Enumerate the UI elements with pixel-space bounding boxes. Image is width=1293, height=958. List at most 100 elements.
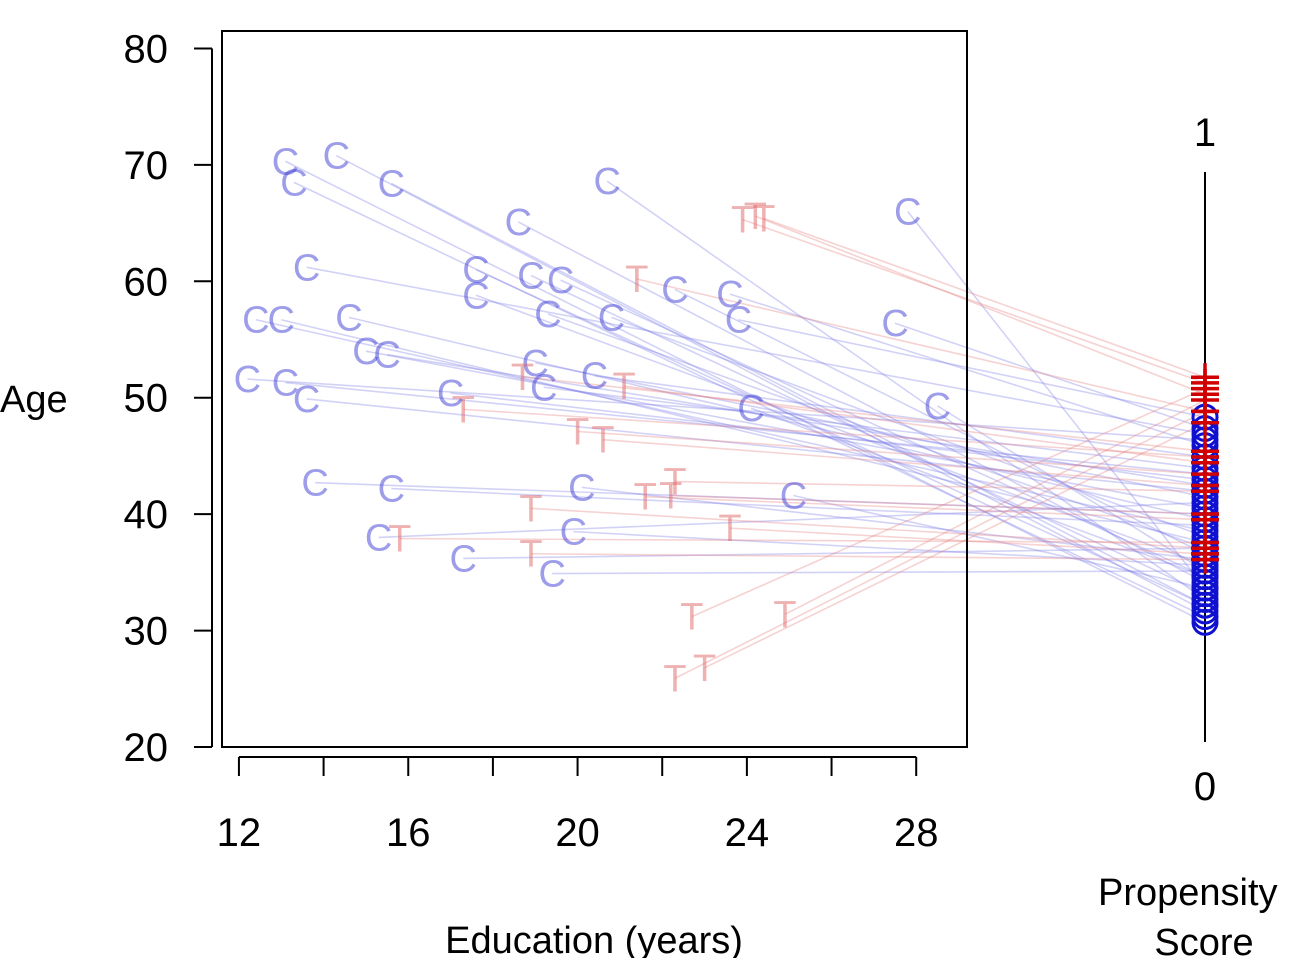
control-link-line xyxy=(894,322,1206,430)
treated-point: T xyxy=(625,259,648,301)
control-link-line xyxy=(750,407,1206,578)
treated-point: T xyxy=(680,597,703,639)
treated-point: T xyxy=(693,648,716,690)
treated-point: T xyxy=(659,476,682,518)
control-link-line xyxy=(475,268,1206,606)
control-point: C xyxy=(378,469,405,511)
control-point: C xyxy=(280,162,307,204)
control-point: C xyxy=(462,275,489,317)
treated-link-line xyxy=(755,215,1206,396)
control-point: C xyxy=(268,300,295,342)
control-point: C xyxy=(378,164,405,206)
control-point: C xyxy=(272,363,299,405)
y-tick-label: 40 xyxy=(124,493,169,537)
control-link-line xyxy=(306,266,1206,435)
y-axis-title: Age xyxy=(0,379,68,421)
treated-point: T xyxy=(519,488,542,530)
control-link-line xyxy=(348,316,1206,521)
treated-link-line xyxy=(636,278,1206,413)
treated-link-line xyxy=(674,480,1206,492)
control-link-line xyxy=(543,386,1206,470)
link-lines xyxy=(247,154,1206,680)
control-point: C xyxy=(335,297,362,339)
control-link-line xyxy=(281,318,1206,544)
control-link-line xyxy=(315,481,1206,515)
treated-point: T xyxy=(634,477,657,519)
control-point: C xyxy=(462,250,489,292)
control-link-line xyxy=(378,501,1206,539)
y-tick-label: 20 xyxy=(124,726,169,770)
control-point: C xyxy=(881,303,908,345)
control-link-line xyxy=(365,350,1206,510)
control-link-line xyxy=(475,294,1206,567)
y-tick-label: 80 xyxy=(124,27,169,71)
x-axis: 12 16 20 24 28 xyxy=(217,756,938,855)
control-point: C xyxy=(293,379,320,421)
y-tick-label: 70 xyxy=(124,144,169,188)
control-point: C xyxy=(581,356,608,398)
control-point: C xyxy=(538,554,565,596)
control-point: C xyxy=(661,269,688,311)
treated-point: T xyxy=(731,200,754,242)
control-point: C xyxy=(293,247,320,289)
control-link-line xyxy=(611,316,1206,538)
treated-point: T xyxy=(566,411,589,453)
control-link-line xyxy=(535,362,1206,498)
control-link-line xyxy=(390,182,1206,606)
control-point: C xyxy=(924,386,951,428)
control-point: C xyxy=(242,300,269,342)
control-point: C xyxy=(780,476,807,518)
plot-frame xyxy=(221,30,968,748)
treated-link-line xyxy=(577,430,1206,475)
treated-link-line xyxy=(399,537,1206,544)
treated-link-line xyxy=(463,408,1206,458)
propensity-top-label: 1 xyxy=(1194,111,1216,155)
propensity-bottom-label: 0 xyxy=(1194,765,1216,809)
propensity-marks xyxy=(1191,363,1219,636)
control-link-line xyxy=(463,547,1206,560)
x-tick-label: 12 xyxy=(217,811,262,855)
control-point: C xyxy=(530,367,557,409)
control-link-line xyxy=(306,398,1206,492)
control-link-line xyxy=(547,313,1206,549)
control-point: C xyxy=(517,255,544,297)
control-point: C xyxy=(568,467,595,509)
control-link-line xyxy=(517,221,1206,584)
treated-link-line xyxy=(670,494,1206,515)
control-link-line xyxy=(573,530,1206,567)
treated-link-line xyxy=(704,422,1206,669)
treated-point: T xyxy=(388,519,411,561)
treated-link-line xyxy=(522,375,1206,453)
control-link-line xyxy=(335,154,1206,612)
y-tick-label: 30 xyxy=(124,610,169,654)
treated-point: T xyxy=(591,420,614,462)
control-point: C xyxy=(725,300,752,342)
treated-point: T xyxy=(752,198,775,240)
control-point: C xyxy=(301,463,328,505)
treated-link-line xyxy=(691,387,1206,618)
control-link-line xyxy=(594,374,1206,458)
control-link-line xyxy=(674,288,1206,555)
x-tick-label: 24 xyxy=(725,811,770,855)
treated-link-line xyxy=(530,552,1206,561)
control-point: C xyxy=(534,294,561,336)
propensity-axis-title-line-1: Propensity xyxy=(1098,872,1278,914)
control-point: C xyxy=(505,202,532,244)
control-point: C xyxy=(234,359,261,401)
x-axis-title: Education (years) xyxy=(445,920,743,958)
control-point: C xyxy=(450,538,477,580)
control-link-line xyxy=(285,381,1206,475)
control-link-line xyxy=(936,405,1206,572)
control-point: C xyxy=(365,517,392,559)
control-point: C xyxy=(547,260,574,302)
control-point: C xyxy=(437,373,464,415)
control-link-line xyxy=(391,487,1206,527)
control-point: C xyxy=(716,274,743,316)
control-link-line xyxy=(552,570,1206,575)
control-link-line xyxy=(450,392,1206,481)
control-link-line xyxy=(247,378,1206,441)
control-link-line xyxy=(738,318,1206,418)
control-point: C xyxy=(560,512,587,554)
control-link-line xyxy=(606,180,1206,601)
